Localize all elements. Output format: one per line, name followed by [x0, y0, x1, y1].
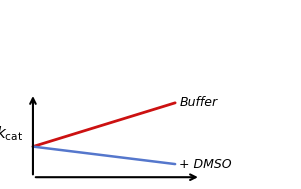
Text: + DMSO: + DMSO: [179, 158, 232, 171]
Text: Buffer: Buffer: [179, 96, 218, 109]
Text: $k_{\mathrm{cat}}$: $k_{\mathrm{cat}}$: [0, 124, 23, 143]
